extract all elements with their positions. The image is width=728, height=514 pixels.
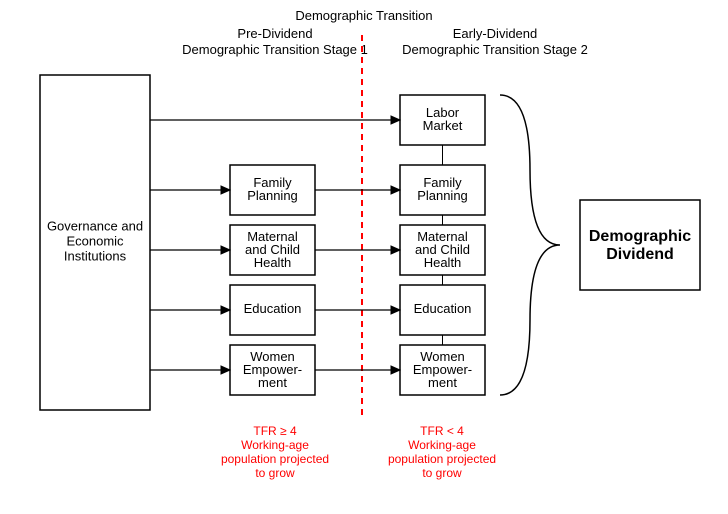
demographic-transition-diagram: Demographic TransitionPre-DividendDemogr…: [0, 0, 728, 514]
svg-text:ment: ment: [428, 375, 457, 390]
dividend-label-line2: Dividend: [606, 246, 674, 263]
brace-to-dividend: [500, 95, 560, 395]
footnote-stage1-line3: to grow: [255, 466, 295, 480]
svg-text:Education: Education: [414, 301, 472, 316]
dividend-label-line1: Demographic: [589, 228, 691, 245]
svg-text:Market: Market: [423, 118, 463, 133]
footnote-stage1-line2: population projected: [221, 452, 329, 466]
footnote-stage2-line2: population projected: [388, 452, 496, 466]
footnote-stage1-line1: Working-age: [241, 438, 309, 452]
footnote-stage2-line1: Working-age: [408, 438, 476, 452]
svg-text:Health: Health: [424, 255, 462, 270]
svg-text:Governance and: Governance and: [47, 219, 143, 234]
footnote-stage1-line0: TFR ≥ 4: [253, 424, 297, 438]
svg-text:ment: ment: [258, 375, 287, 390]
svg-text:Economic: Economic: [66, 234, 124, 249]
footnote-stage2-line3: to grow: [422, 466, 462, 480]
svg-text:Institutions: Institutions: [64, 249, 127, 264]
diagram-title: Demographic Transition: [295, 8, 432, 23]
header-early-dividend-line1: Early-Dividend: [453, 26, 538, 41]
box-demographic-dividend: [580, 200, 700, 290]
svg-text:Planning: Planning: [247, 188, 298, 203]
svg-text:Planning: Planning: [417, 188, 468, 203]
footnote-stage2-line0: TFR < 4: [420, 424, 464, 438]
header-pre-dividend-line1: Pre-Dividend: [237, 26, 312, 41]
header-pre-dividend-line2: Demographic Transition Stage 1: [182, 42, 368, 57]
svg-text:Health: Health: [254, 255, 292, 270]
header-early-dividend-line2: Demographic Transition Stage 2: [402, 42, 588, 57]
svg-text:Education: Education: [244, 301, 302, 316]
